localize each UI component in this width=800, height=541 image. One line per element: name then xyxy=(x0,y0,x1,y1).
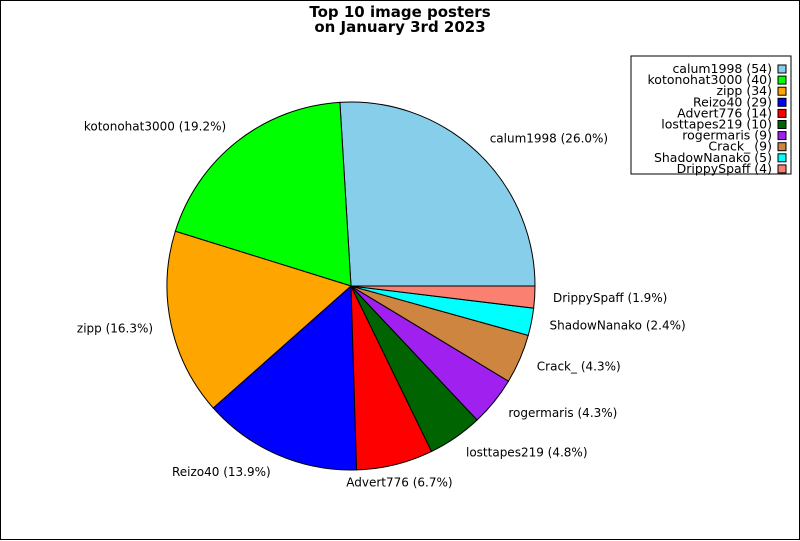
legend-label: zipp (34) xyxy=(716,83,772,98)
legend-label: Advert776 (14) xyxy=(677,105,772,120)
slice-label: Advert776 (6.7%) xyxy=(346,476,452,490)
legend-swatch xyxy=(777,86,787,96)
legend-box xyxy=(630,55,792,175)
legend: calum1998 (54)kotonohat3000 (40)zipp (34… xyxy=(648,61,787,176)
chart-title-line-2: on January 3rd 2023 xyxy=(314,18,485,36)
legend-label: kotonohat3000 (40) xyxy=(648,72,773,87)
slice-label: ShadowNanako (2.4%) xyxy=(550,319,686,333)
slice-label: calum1998 (26.0%) xyxy=(490,132,608,146)
pie-slice-calum1998 xyxy=(339,101,536,287)
legend-label: rogermaris (9) xyxy=(682,128,772,143)
pie-slice-kotonohat3000 xyxy=(174,101,352,287)
legend-label: calum1998 (54) xyxy=(672,61,772,76)
pie-slices xyxy=(166,101,536,471)
legend-swatch xyxy=(777,64,787,74)
slice-label: DrippySpaff (1.9%) xyxy=(553,291,667,305)
chart-title-line-1: Top 10 image posters xyxy=(309,3,490,21)
legend-swatch xyxy=(777,75,787,85)
slice-label: kotonohat3000 (19.2%) xyxy=(84,120,226,134)
legend-swatch xyxy=(777,131,787,141)
legend-swatch xyxy=(777,142,787,152)
legend-label: Crack_ (9) xyxy=(708,139,772,154)
slice-labels: calum1998 (26.0%) kotonohat3000 (19.2%) zi… xyxy=(77,120,686,490)
slice-label: Crack_ (4.3%) xyxy=(537,359,621,373)
legend-swatch xyxy=(777,164,787,174)
pie-slice-reizo40 xyxy=(212,284,358,471)
legend-label: DrippySpaff (4) xyxy=(677,161,772,176)
legend-label: ShadowNanako (5) xyxy=(654,150,772,165)
pie-slice-zipp xyxy=(166,230,352,409)
legend-swatch xyxy=(777,97,787,107)
pie-slice-drippyspaff xyxy=(350,285,536,309)
slice-label: Reizo40 (13.9%) xyxy=(172,465,271,479)
legend-swatch xyxy=(777,153,787,163)
slice-label: losttapes219 (4.8%) xyxy=(466,446,588,460)
legend-swatch xyxy=(777,108,787,118)
slice-label: zipp (16.3%) xyxy=(77,322,153,336)
legend-swatch xyxy=(777,120,787,129)
legend-label: losttapes219 (10) xyxy=(661,117,772,132)
legend-label: Reizo40 (29) xyxy=(693,94,772,109)
slice-label: rogermaris (4.3%) xyxy=(508,406,617,420)
